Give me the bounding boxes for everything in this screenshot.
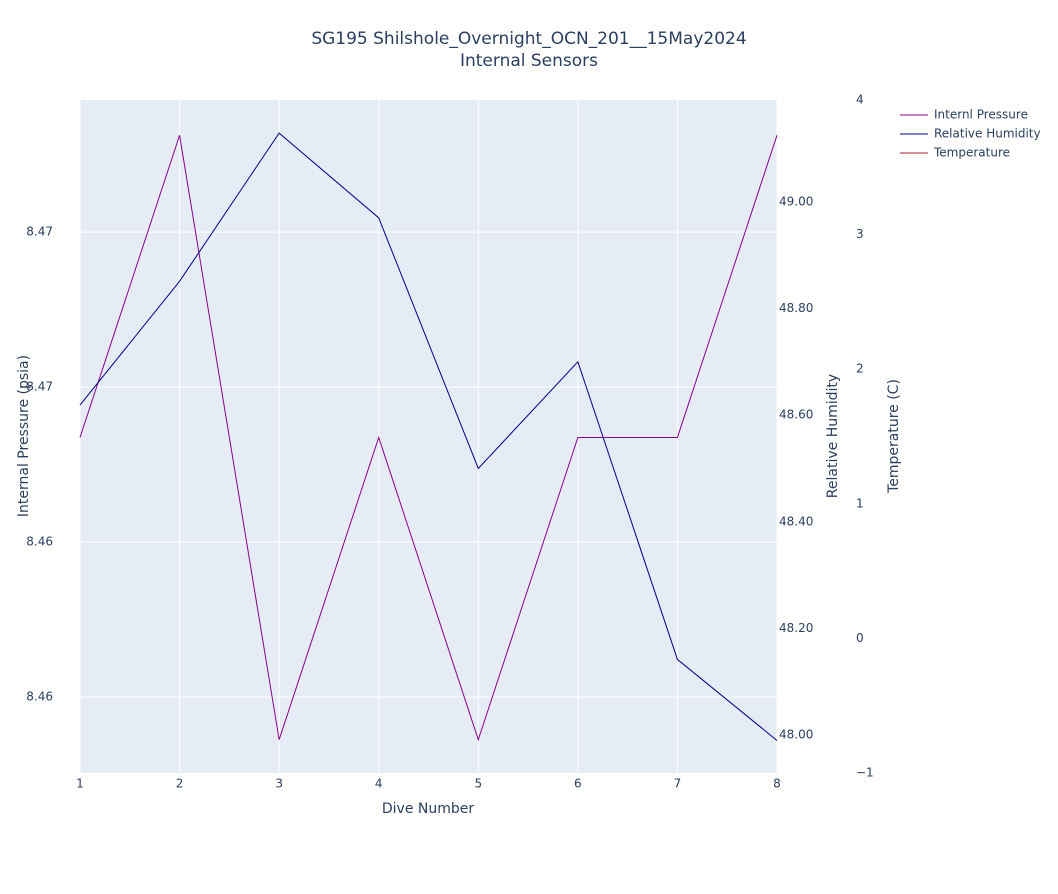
- y2-tick-label: 48.40: [779, 514, 813, 528]
- x-tick-label: 8: [773, 777, 781, 791]
- legend-label: Temperature: [933, 146, 1010, 160]
- x-tick-label: 3: [275, 777, 283, 791]
- y2-tick-label: 48.20: [779, 621, 813, 635]
- y3-tick-label: −1: [856, 766, 874, 780]
- x-tick-label: 2: [176, 777, 184, 791]
- y2-axis-title: Relative Humidity: [825, 374, 841, 498]
- y2-tick-label: 49.00: [779, 194, 813, 208]
- chart-subtitle: Internal Sensors: [460, 51, 598, 71]
- y-tick-label: 8.46: [26, 690, 53, 704]
- chart-title: SG195 Shilshole_Overnight_OCN_201__15May…: [311, 29, 746, 49]
- y3-axis-title: Temperature (C): [886, 379, 902, 494]
- series-line: [79, 135, 778, 742]
- y2-tick-label: 48.60: [779, 408, 813, 422]
- x-tick-label: 7: [674, 777, 682, 791]
- y-tick-label: 8.47: [26, 225, 53, 239]
- series-line: [79, 132, 778, 741]
- y3-tick-label: 2: [856, 362, 864, 376]
- y-axis-title: Internal Pressure (psia): [16, 355, 32, 517]
- y3-tick-label: 3: [856, 227, 864, 241]
- x-tick-label: 5: [474, 777, 482, 791]
- legend-label: Relative Humidity: [934, 127, 1041, 141]
- y3-tick-label: 1: [856, 496, 864, 510]
- x-axis-title: Dive Number: [382, 801, 475, 817]
- plot-area: [80, 100, 777, 773]
- y3-tick-label: 0: [856, 631, 864, 645]
- y-tick-label: 8.46: [26, 535, 53, 549]
- y2-tick-label: 48.00: [779, 728, 813, 742]
- y2-tick-label: 48.80: [779, 301, 813, 315]
- legend-label: Internl Pressure: [934, 108, 1028, 122]
- x-tick-label: 6: [574, 777, 582, 791]
- x-tick-label: 1: [76, 777, 84, 791]
- y-tick-label: 8.47: [26, 380, 53, 394]
- x-tick-label: 4: [375, 777, 383, 791]
- y3-tick-label: 4: [856, 93, 864, 107]
